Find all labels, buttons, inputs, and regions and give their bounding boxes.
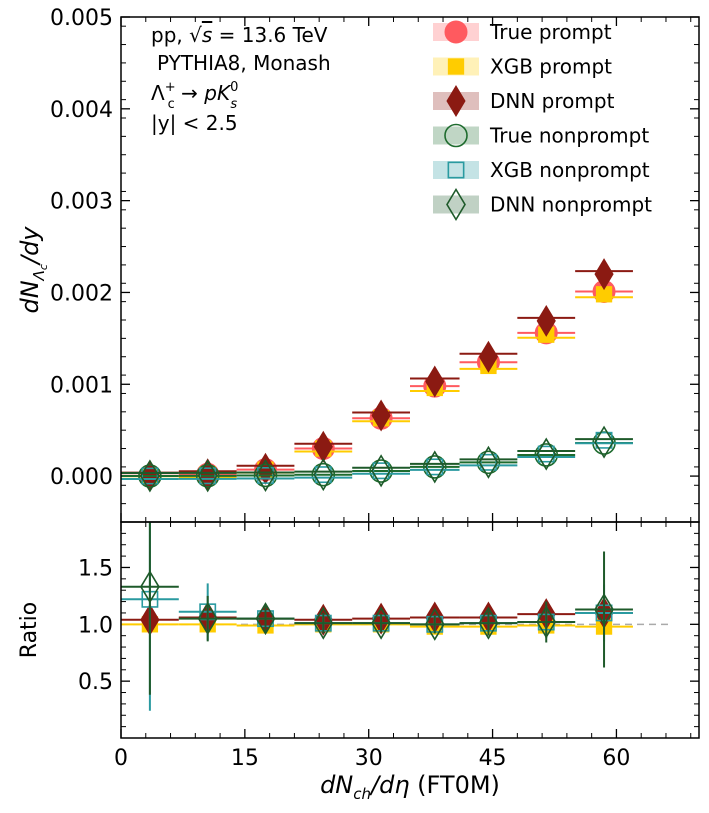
legend-item: True nonprompt xyxy=(433,124,649,148)
data-point xyxy=(371,454,392,488)
data-point xyxy=(476,450,501,475)
data-point xyxy=(534,443,559,467)
ratio-y-tick-label: 0.5 xyxy=(78,670,113,695)
legend-marker xyxy=(447,161,465,179)
legend-item: XGB nonprompt xyxy=(433,158,650,182)
legend-item: XGB prompt xyxy=(433,55,612,79)
y-tick-label: 0.005 xyxy=(50,6,113,31)
x-axis-label: dNch/dη (FT0M) xyxy=(320,771,500,803)
ratio-data-point xyxy=(371,606,392,640)
legend-marker xyxy=(447,58,465,75)
legend-marker xyxy=(444,123,468,148)
ratio-panel: 0.5 1.0 1.5 0 15 30 45 60 Ratio dNch/dη (FT0M) xyxy=(17,521,700,803)
data-point xyxy=(478,340,499,373)
data-point xyxy=(311,462,336,487)
x-tick-label: 30 xyxy=(355,746,383,771)
ratio-frame xyxy=(120,521,700,739)
y-tick-label: 0.004 xyxy=(50,98,113,123)
ratio-y-tick-label: 1.5 xyxy=(78,556,113,581)
annotation-decay: Λ+ c → pK0 s xyxy=(151,80,238,112)
y-tick-label: 0.003 xyxy=(50,190,113,215)
ratio-data-point xyxy=(478,606,499,640)
data-point xyxy=(195,464,220,488)
series-true-nonprompt xyxy=(121,431,633,488)
data-point xyxy=(255,458,276,493)
y-tick-label: 0.000 xyxy=(50,465,113,490)
ratio-data-point xyxy=(139,570,160,604)
data-point xyxy=(479,453,497,471)
ratio-series-dnn-nonprompt xyxy=(121,522,633,695)
data-point xyxy=(594,258,614,291)
data-point xyxy=(314,466,332,484)
data-point xyxy=(478,445,499,479)
data-point xyxy=(425,365,445,398)
data-point xyxy=(199,467,217,485)
legend-label: True prompt xyxy=(489,20,612,44)
legend-swatch-band xyxy=(433,126,479,145)
series-dnn-nonprompt xyxy=(121,425,633,493)
data-point xyxy=(139,459,160,493)
legend-label: XGB nonprompt xyxy=(490,158,650,182)
data-point xyxy=(371,399,391,432)
x-tick-label: 0 xyxy=(114,746,128,771)
annotation-generator: PYTHIA8, Monash xyxy=(157,51,331,75)
ratio-data-point xyxy=(594,592,614,627)
legend-label: DNN nonprompt xyxy=(490,193,652,217)
data-point xyxy=(198,458,218,491)
annotation-collision: pp, √s = 13.6 TeV xyxy=(151,23,328,47)
x-tick-label: 15 xyxy=(231,746,259,771)
legend-label: DNN prompt xyxy=(490,89,615,113)
ratio-data-point xyxy=(197,602,218,636)
x-tick-label: 45 xyxy=(479,746,507,771)
data-point xyxy=(138,464,162,488)
data-point xyxy=(422,455,447,479)
legend-label: True nonprompt xyxy=(489,124,649,148)
y-tick-label: 0.002 xyxy=(50,281,113,306)
y-tick-label: 0.001 xyxy=(50,373,113,398)
data-point xyxy=(313,458,334,492)
data-point xyxy=(141,467,159,485)
legend-marker xyxy=(446,85,466,117)
x-tick-label: 60 xyxy=(602,746,630,771)
main-ylabel: dNΛc/dy xyxy=(16,226,50,314)
main-panel: 0.000 0.001 0.002 0.003 0.004 0.005 dNΛc/dy p… xyxy=(16,6,700,523)
data-point xyxy=(536,437,557,471)
annotation-rapidity: |y| < 2.5 xyxy=(151,111,238,135)
legend-label: XGB prompt xyxy=(490,55,612,79)
legend-marker xyxy=(446,187,466,222)
main-series xyxy=(121,258,633,493)
legend-swatch-band xyxy=(433,195,479,214)
ratio-series xyxy=(121,522,633,711)
legend: True prompt XGB prompt DNN prompt True nonp… xyxy=(433,20,652,222)
data-point xyxy=(536,304,556,337)
data-point xyxy=(594,425,614,459)
data-point xyxy=(197,459,218,493)
ratio-y-tick-label: 1.0 xyxy=(78,613,113,638)
ratio-ylabel: Ratio xyxy=(17,602,42,658)
legend-swatch-band xyxy=(433,161,479,179)
legend-marker xyxy=(444,20,468,44)
main-ticks: 0.000 0.001 0.002 0.003 0.004 0.005 xyxy=(50,6,699,523)
data-point xyxy=(426,458,444,476)
ratio-ticks: 0.5 1.0 1.5 0 15 30 45 60 xyxy=(78,522,699,771)
data-point xyxy=(257,466,274,484)
series-xgb-prompt xyxy=(121,286,633,484)
data-point xyxy=(313,430,333,463)
ratio-data-point xyxy=(313,606,334,640)
ratio-data-point xyxy=(424,607,445,641)
data-point xyxy=(253,463,278,488)
legend-item: True prompt xyxy=(433,20,612,44)
data-point xyxy=(372,462,390,480)
legend-item: DNN prompt xyxy=(433,85,615,117)
ratio-data-point xyxy=(255,602,276,636)
data-point xyxy=(424,450,445,484)
legend-item: DNN nonprompt xyxy=(433,187,652,222)
ratio-data-point xyxy=(536,605,557,639)
data-point xyxy=(369,459,393,483)
data-point xyxy=(537,445,555,463)
